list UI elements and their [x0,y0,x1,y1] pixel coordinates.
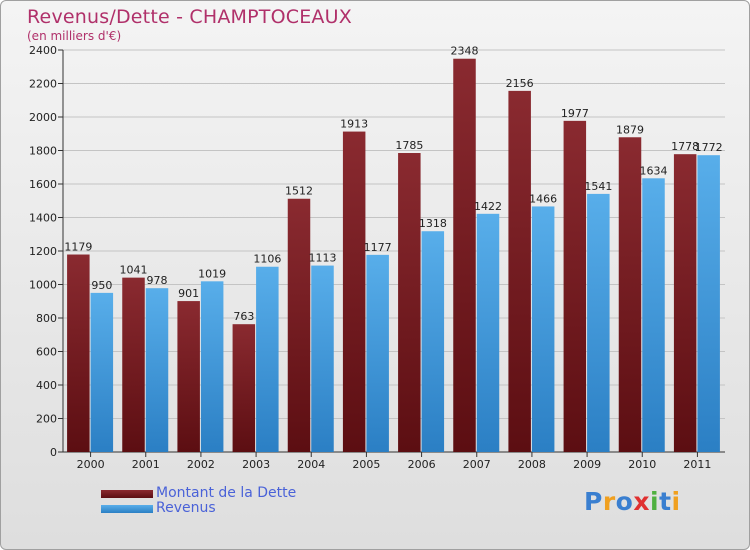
data-label-revenus: 1772 [695,141,723,154]
bar-dette [508,90,531,453]
logo-letter: i [671,487,681,516]
y-tick-label: 0 [50,446,57,459]
x-tick-label: 2002 [187,458,215,471]
bar-dette [287,198,311,452]
y-tick-label: 600 [36,346,57,359]
y-tick-label: 200 [36,413,57,426]
logo-letter: x [633,487,650,516]
data-label-dette: 1977 [561,107,589,120]
bar-dette [177,301,200,452]
x-tick-label: 2007 [463,458,491,471]
data-label-dette: 763 [233,310,254,323]
chart-subtitle: (en milliers d'€) [27,29,122,43]
y-tick-label: 2000 [29,111,57,124]
legend-swatch-revenus [101,505,153,513]
y-tick-label: 1000 [29,279,57,292]
x-tick-label: 2000 [77,458,105,471]
data-label-revenus: 1113 [309,252,337,265]
data-label-dette: 1778 [671,140,699,153]
bar-revenus [421,231,445,452]
bar-revenus [200,281,224,452]
logo-letter: t [659,487,672,516]
data-label-dette: 901 [178,287,199,300]
bar-dette [618,137,642,452]
chart-title: Revenus/Dette - CHAMPTOCEAUX [27,6,352,28]
data-label-revenus: 978 [147,274,168,287]
data-label-revenus: 1106 [253,253,281,266]
x-tick-label: 2008 [518,458,546,471]
bar-dette [342,131,366,452]
bar-dette [398,153,421,452]
bar-dette [122,277,145,452]
bar-revenus [90,292,114,452]
axis-layer: 0 200 400 600 800 1000 1200 1400 1600 1800 2000 220… [29,44,725,471]
logo-letter: P [584,487,603,516]
data-label-dette: 1913 [340,118,368,131]
x-tick-label: 2003 [242,458,270,471]
data-label-revenus: 1318 [419,217,447,230]
x-tick-label: 2004 [297,458,325,471]
data-label-revenus: 950 [91,279,112,292]
data-label-dette: 2156 [506,77,534,90]
proxiti-logo: Proxiti [584,487,681,516]
bar-revenus [366,254,389,452]
x-tick-label: 2001 [132,458,160,471]
legend-label-revenus: Revenus [156,500,216,516]
bar-revenus [476,213,500,452]
bar-revenus [145,288,169,452]
logo-letter: i [650,487,660,516]
y-tick-label: 1600 [29,178,57,191]
data-label-dette: 1879 [616,123,644,136]
bar-dette [232,324,256,452]
data-label-dette: 2348 [451,45,479,58]
bar-dette [67,254,90,452]
x-tick-label: 2010 [628,458,656,471]
data-label-revenus: 1422 [474,200,502,213]
bar-dette [563,120,587,452]
data-label-revenus: 1634 [640,164,668,177]
x-tick-label: 2009 [573,458,601,471]
legend-label-dette: Montant de la Dette [156,485,297,501]
y-tick-label: 2400 [29,44,57,57]
bar-dette [453,58,476,453]
y-tick-label: 1800 [29,145,57,158]
data-label-dette: 1512 [285,185,313,198]
y-tick-label: 1200 [29,245,57,258]
data-label-dette: 1179 [64,241,92,254]
data-label-revenus: 1466 [529,192,557,205]
x-tick-label: 2011 [683,458,711,471]
y-tick-label: 1400 [29,212,57,225]
bar-revenus [256,266,279,452]
data-label-dette: 1785 [395,139,423,152]
y-tick-label: 800 [36,312,57,325]
legend-swatch-dette [101,490,153,498]
data-label-dette: 1041 [120,264,148,277]
bar-layer [67,58,720,453]
x-tick-label: 2005 [352,458,380,471]
y-tick-label: 2200 [29,78,57,91]
logo-letter: o [615,487,634,516]
bar-revenus [587,193,610,452]
data-label-revenus: 1177 [364,241,392,254]
logo-letter: r [602,487,616,516]
data-label-revenus: 1019 [198,267,226,280]
bar-dette [673,154,697,452]
y-tick-label: 400 [36,379,57,392]
bar-revenus [697,155,720,452]
bar-revenus [311,265,334,452]
bar-revenus [531,206,555,452]
bar-revenus [642,178,665,452]
x-tick-label: 2006 [408,458,436,471]
data-label-revenus: 1541 [584,180,612,193]
grid-layer [63,49,725,453]
